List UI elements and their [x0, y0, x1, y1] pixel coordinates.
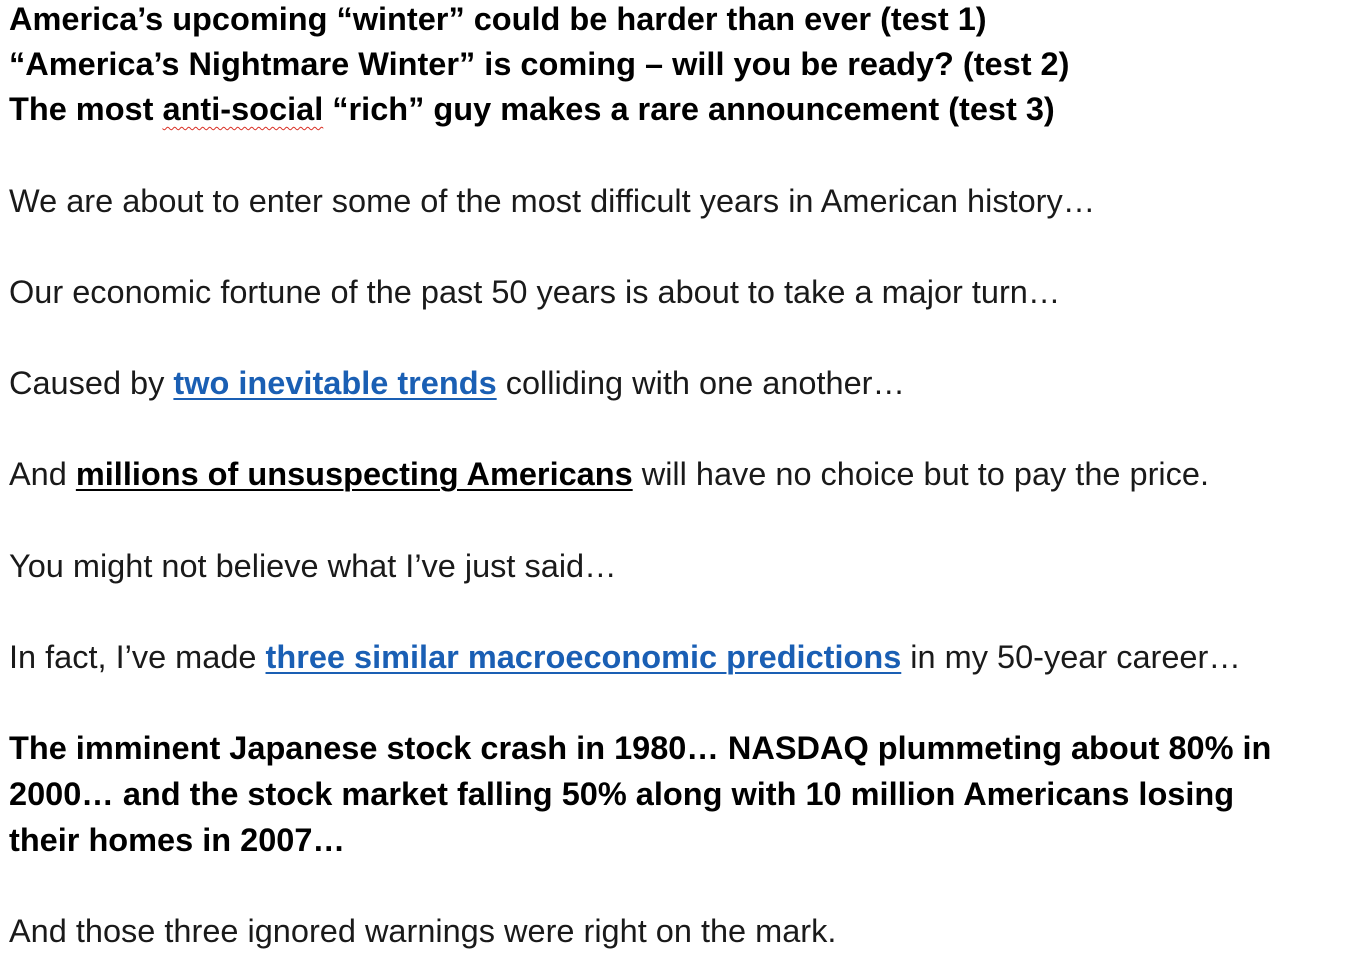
headline-text: “America’s Nightmare Winter” is coming –…	[9, 46, 1070, 82]
headline-text-prefix: The most	[9, 91, 163, 127]
paragraph-3: Caused by two inevitable trends collidin…	[9, 360, 905, 406]
paragraph-text: Our economic fortune of the past 50 year…	[9, 274, 1061, 310]
paragraph-line: their homes in 2007…	[9, 822, 345, 858]
paragraph-text-prefix: Caused by	[9, 365, 174, 401]
paragraph-5: You might not believe what I’ve just sai…	[9, 543, 617, 589]
two-inevitable-trends-link[interactable]: two inevitable trends	[173, 365, 497, 401]
paragraph-6: In fact, I’ve made three similar macroec…	[9, 634, 1241, 680]
headline-text-suffix: “rich” guy makes a rare announcement (te…	[323, 91, 1055, 127]
three-predictions-link[interactable]: three similar macroeconomic predictions	[265, 639, 902, 675]
headline-text: America’s upcoming “winter” could be har…	[9, 1, 987, 37]
paragraph-line: The imminent Japanese stock crash in 198…	[9, 730, 1272, 766]
paragraph-line: 2000… and the stock market falling 50% a…	[9, 776, 1235, 812]
paragraph-2: Our economic fortune of the past 50 year…	[9, 269, 1060, 315]
paragraph-text-prefix: In fact, I’ve made	[9, 639, 266, 675]
paragraph-text-suffix: in my 50-year career…	[901, 639, 1241, 675]
paragraph-text-suffix: colliding with one another…	[496, 365, 905, 401]
headline-test-1: America’s upcoming “winter” could be har…	[9, 0, 987, 42]
paragraph-4: And millions of unsuspecting Americans w…	[9, 451, 1209, 497]
misspelled-word[interactable]: anti-social	[162, 91, 324, 127]
paragraph-8: And those three ignored warnings were ri…	[9, 908, 836, 954]
paragraph-7: The imminent Japanese stock crash in 198…	[9, 725, 1271, 863]
emphasis-text: millions of unsuspecting Americans	[75, 456, 633, 492]
headline-test-2: “America’s Nightmare Winter” is coming –…	[9, 41, 1069, 87]
paragraph-text: And those three ignored warnings were ri…	[9, 913, 837, 949]
paragraph-text-suffix: will have no choice but to pay the price…	[632, 456, 1209, 492]
paragraph-text: You might not believe what I’ve just sai…	[9, 548, 617, 584]
paragraph-text-prefix: And	[9, 456, 76, 492]
paragraph-1: We are about to enter some of the most d…	[9, 178, 1095, 224]
headline-test-3: The most anti-social “rich” guy makes a …	[9, 86, 1055, 132]
paragraph-text: We are about to enter some of the most d…	[9, 183, 1096, 219]
